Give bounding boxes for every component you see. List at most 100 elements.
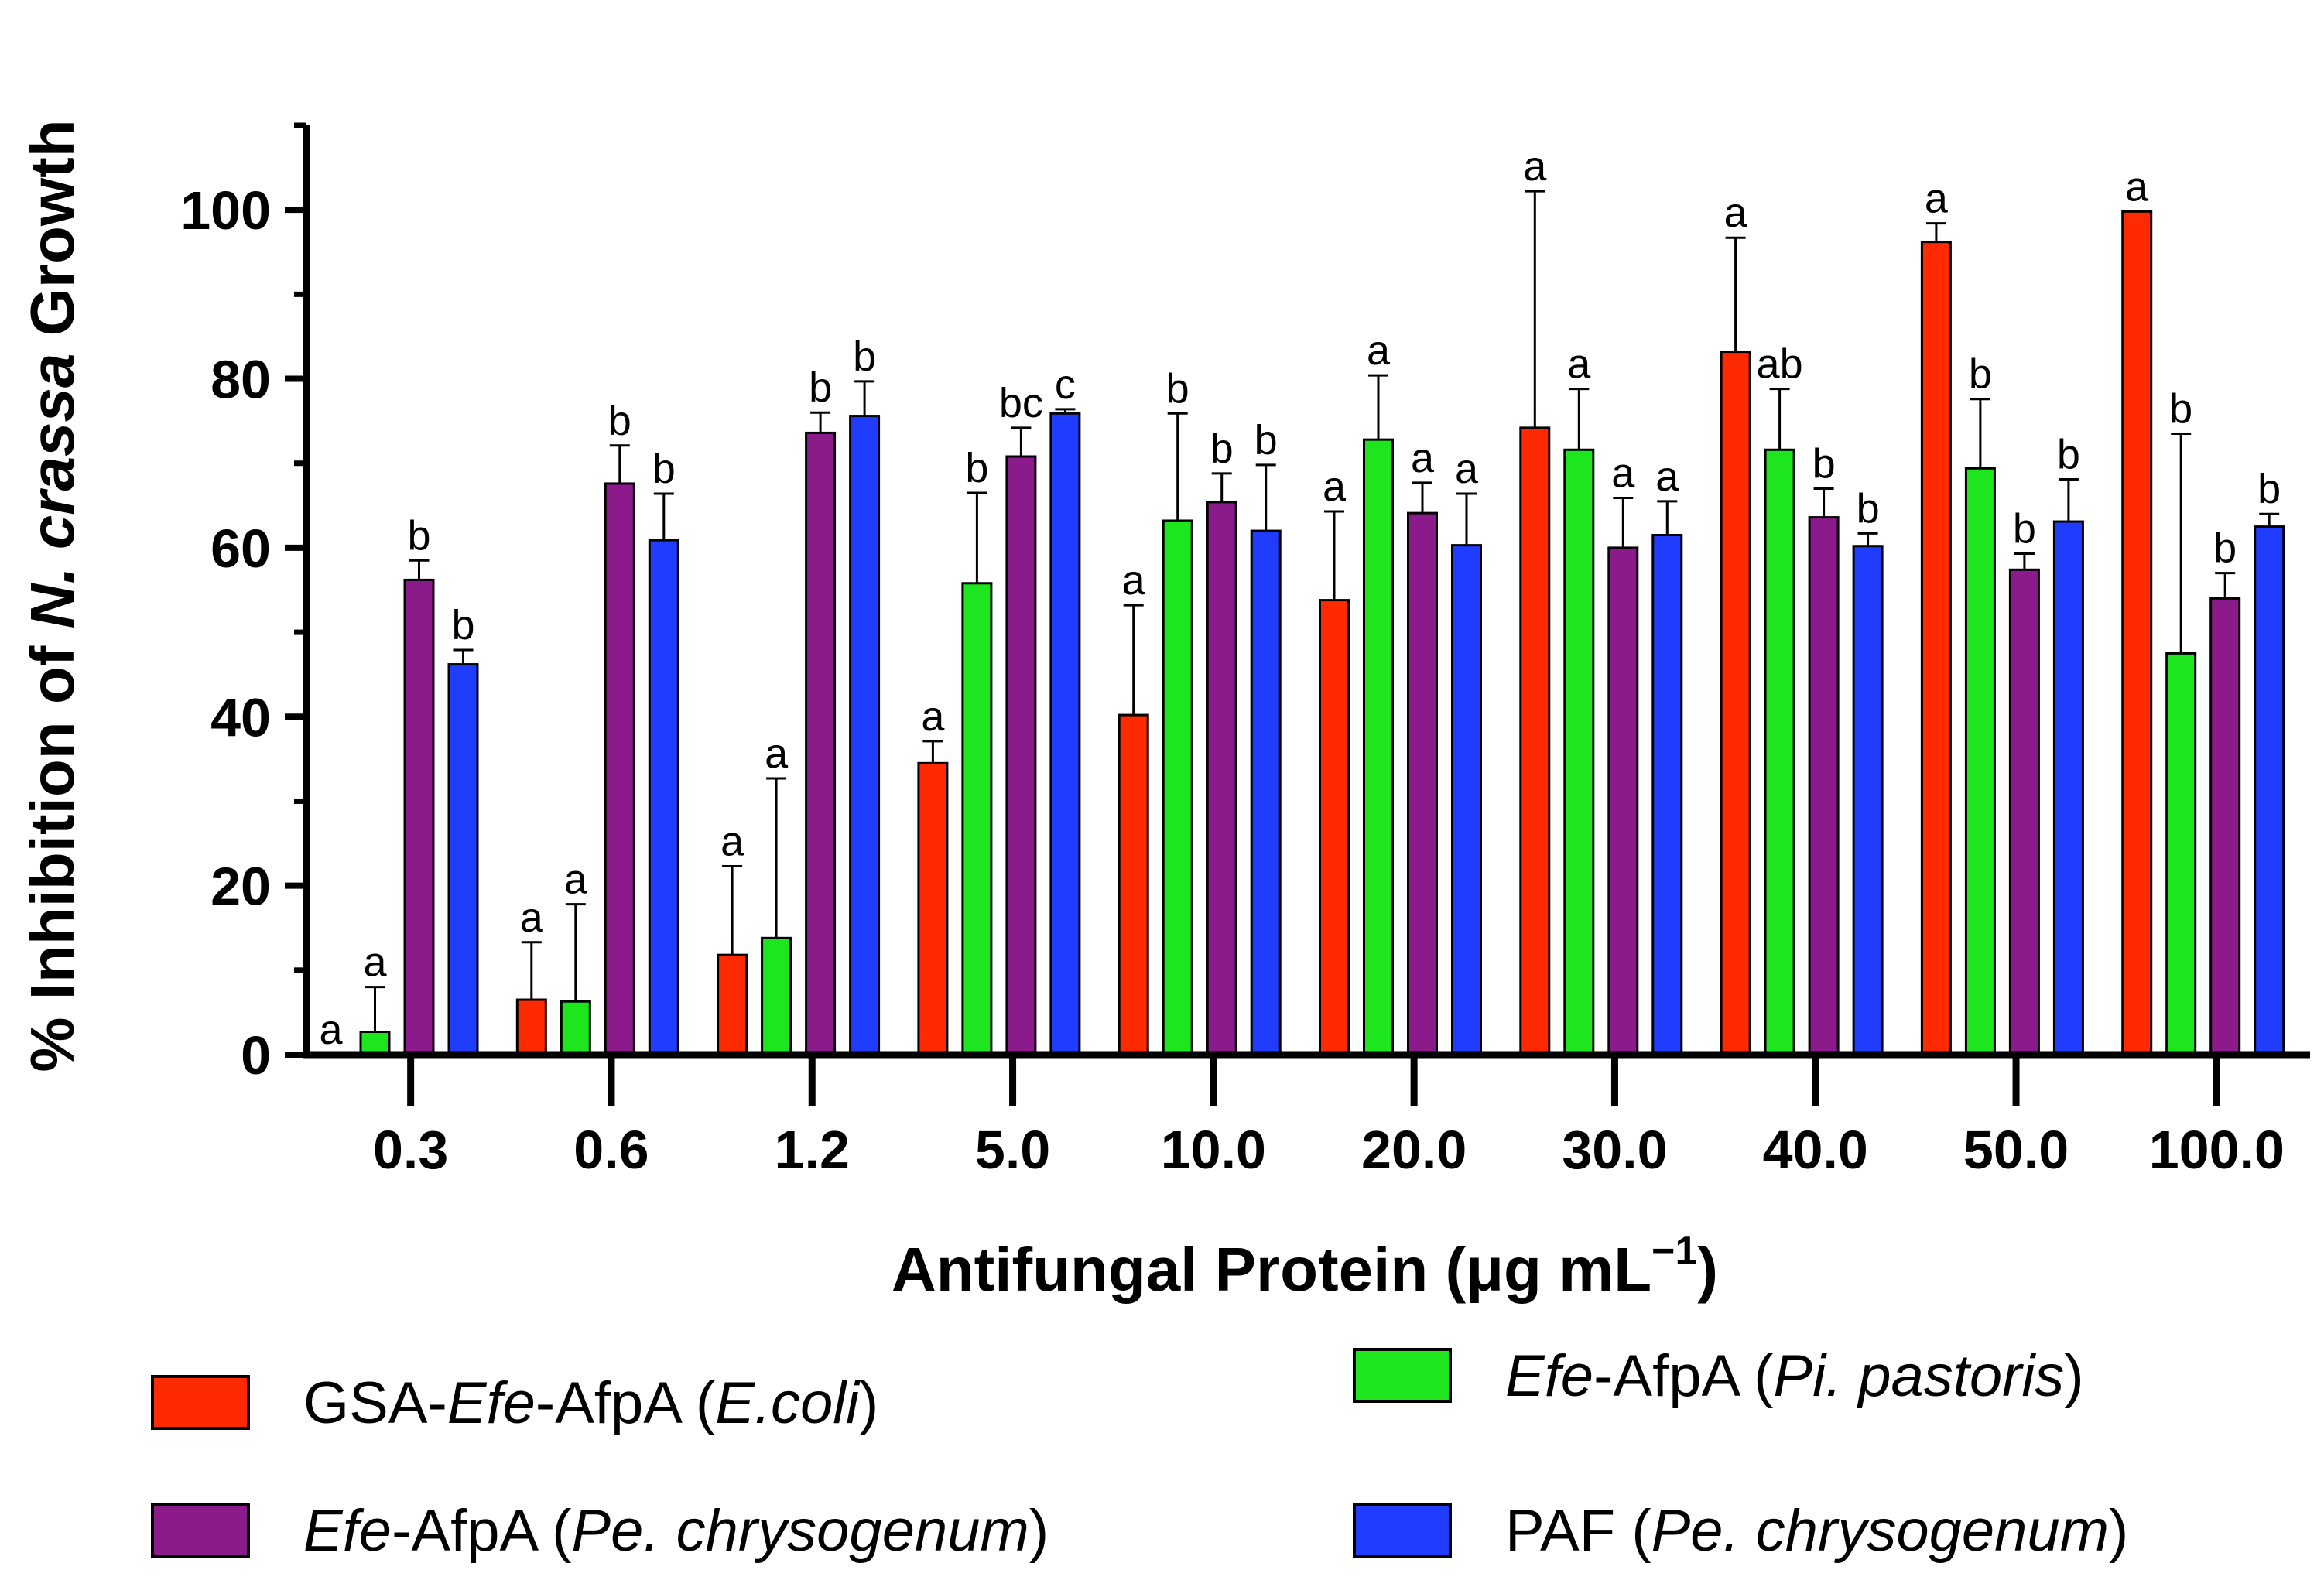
- bar-1-3: [961, 582, 993, 1056]
- significance-letter-1-0: a: [363, 939, 387, 986]
- bar-0-5: [1319, 599, 1350, 1056]
- bar-3-1: [648, 539, 679, 1056]
- legend-swatch-3: [1353, 1503, 1452, 1558]
- x-tick-label: 100.0: [2149, 1120, 2285, 1180]
- y-tick-label: 60: [210, 518, 271, 579]
- significance-letter-1-5: a: [1367, 327, 1391, 374]
- significance-letter-1-3: b: [965, 445, 988, 491]
- bar-1-2: [761, 936, 792, 1056]
- bar-0-2: [717, 953, 748, 1056]
- significance-letter-3-0: b: [451, 602, 474, 648]
- bar-3-3: [1049, 412, 1081, 1056]
- significance-letter-1-2: a: [765, 730, 789, 777]
- x-tick-label: 20.0: [1361, 1120, 1467, 1180]
- significance-letter-3-5: a: [1455, 446, 1479, 492]
- significance-letter-3-8: b: [2057, 431, 2080, 477]
- legend: GSA-Efe-AfpA (E.coli) Efe-AfpA (Pi. pasto…: [151, 1343, 2128, 1564]
- bar-1-8: [1964, 467, 1996, 1056]
- bar-0-8: [1920, 241, 1952, 1056]
- bar-1-0: [359, 1031, 391, 1056]
- significance-letter-1-9: b: [2169, 386, 2192, 433]
- x-tick-label: 30.0: [1562, 1120, 1667, 1180]
- significance-letter-2-8: b: [2013, 506, 2036, 552]
- y-tick-label: 80: [210, 350, 271, 410]
- significance-letter-3-2: b: [853, 333, 876, 380]
- bar-0-7: [1720, 351, 1751, 1056]
- significance-letter-0-4: a: [1122, 557, 1146, 604]
- significance-letter-0-2: a: [720, 819, 744, 865]
- significance-letter-2-3: bc: [999, 380, 1043, 426]
- x-axis: 0.3 0.6 1.2 5.0 10.0 20.0 30.0 40.0 50.0 100.0: [303, 1051, 2310, 1180]
- bar-3-2: [849, 415, 881, 1056]
- bar-2-0: [403, 578, 435, 1056]
- significance-letter-1-7: ab: [1757, 341, 1803, 388]
- significance-letter-2-5: a: [1411, 435, 1435, 481]
- x-tick-label: 5.0: [975, 1120, 1050, 1180]
- significance-letter-0-8: a: [1925, 176, 1949, 222]
- bar-3-5: [1451, 544, 1482, 1056]
- bar-2-3: [1005, 455, 1037, 1056]
- significance-letter-0-1: a: [520, 894, 544, 941]
- significance-letter-1-8: b: [1969, 351, 1992, 398]
- bar-1-4: [1162, 519, 1193, 1056]
- bar-1-5: [1363, 438, 1394, 1056]
- bar-2-7: [1808, 516, 1840, 1056]
- significance-letter-2-0: b: [407, 512, 430, 559]
- x-tick-label: 40.0: [1763, 1120, 1868, 1180]
- y-axis-title: % Inhibition of N. crassa Growth: [18, 119, 87, 1072]
- bar-2-6: [1607, 546, 1639, 1056]
- significance-letter-3-9: b: [2257, 466, 2281, 512]
- bar-2-8: [2008, 568, 2040, 1056]
- bar-0-6: [1519, 426, 1551, 1056]
- y-tick-label: 20: [210, 857, 271, 917]
- legend-label-2: Efe-AfpA (Pe. chrysogenum): [303, 1498, 1049, 1564]
- x-tick-label: 50.0: [1963, 1120, 2069, 1180]
- y-axis: 0 20 40 60 80 100: [180, 122, 310, 1086]
- legend-label-0: GSA-Efe-AfpA (E.coli): [303, 1370, 878, 1436]
- significance-letter-1-1: a: [564, 857, 588, 903]
- significance-letter-0-7: a: [1724, 190, 1748, 236]
- legend-swatch-2: [151, 1503, 250, 1558]
- y-tick-label: 0: [241, 1025, 271, 1086]
- bar-1-7: [1764, 448, 1795, 1056]
- bar-3-7: [1852, 545, 1884, 1056]
- significance-letter-3-7: b: [1857, 485, 1880, 532]
- legend-label-1: Efe-AfpA (Pi. pastoris): [1505, 1343, 2084, 1409]
- significance-letter-0-9: a: [2125, 163, 2149, 210]
- x-tick-label: 10.0: [1161, 1120, 1266, 1180]
- bar-1-1: [560, 1000, 591, 1056]
- legend-swatch-0: [151, 1375, 250, 1430]
- bar-3-8: [2052, 520, 2084, 1056]
- bar-0-4: [1118, 713, 1149, 1056]
- bar-1-6: [1563, 448, 1595, 1056]
- bar-0-9: [2121, 210, 2153, 1056]
- significance-letter-1-4: b: [1166, 365, 1189, 412]
- x-tick-label: 0.6: [573, 1120, 649, 1180]
- significance-letter-0-3: a: [921, 693, 945, 740]
- bar-3-0: [447, 663, 479, 1056]
- bar-3-9: [2254, 525, 2285, 1056]
- bar-2-5: [1407, 511, 1438, 1056]
- x-tick-label: 1.2: [775, 1120, 850, 1180]
- bar-2-9: [2209, 597, 2241, 1056]
- significance-letter-2-6: a: [1611, 450, 1635, 496]
- x-tick-label: 0.3: [373, 1120, 448, 1180]
- significance-letter-3-4: b: [1254, 417, 1278, 463]
- significance-letter-2-4: b: [1210, 426, 1234, 472]
- significance-letter-3-3: c: [1055, 361, 1076, 408]
- significance-letter-2-9: b: [2213, 525, 2237, 572]
- legend-swatch-1: [1353, 1348, 1452, 1403]
- x-axis-title: Antifungal Protein (μg mL−1): [892, 1229, 1718, 1304]
- y-tick-label: 40: [210, 687, 271, 747]
- bar-3-6: [1651, 534, 1683, 1056]
- bar-2-2: [805, 431, 837, 1056]
- legend-label-3: PAF (Pe. chrysogenum): [1505, 1498, 2128, 1564]
- significance-letter-0-0: a: [319, 1007, 343, 1053]
- significance-letter-1-6: a: [1567, 341, 1591, 388]
- significance-letter-0-6: a: [1523, 143, 1547, 190]
- y-tick-label: 100: [180, 180, 271, 241]
- bar-2-1: [604, 482, 635, 1056]
- significance-letter-3-6: a: [1655, 453, 1679, 500]
